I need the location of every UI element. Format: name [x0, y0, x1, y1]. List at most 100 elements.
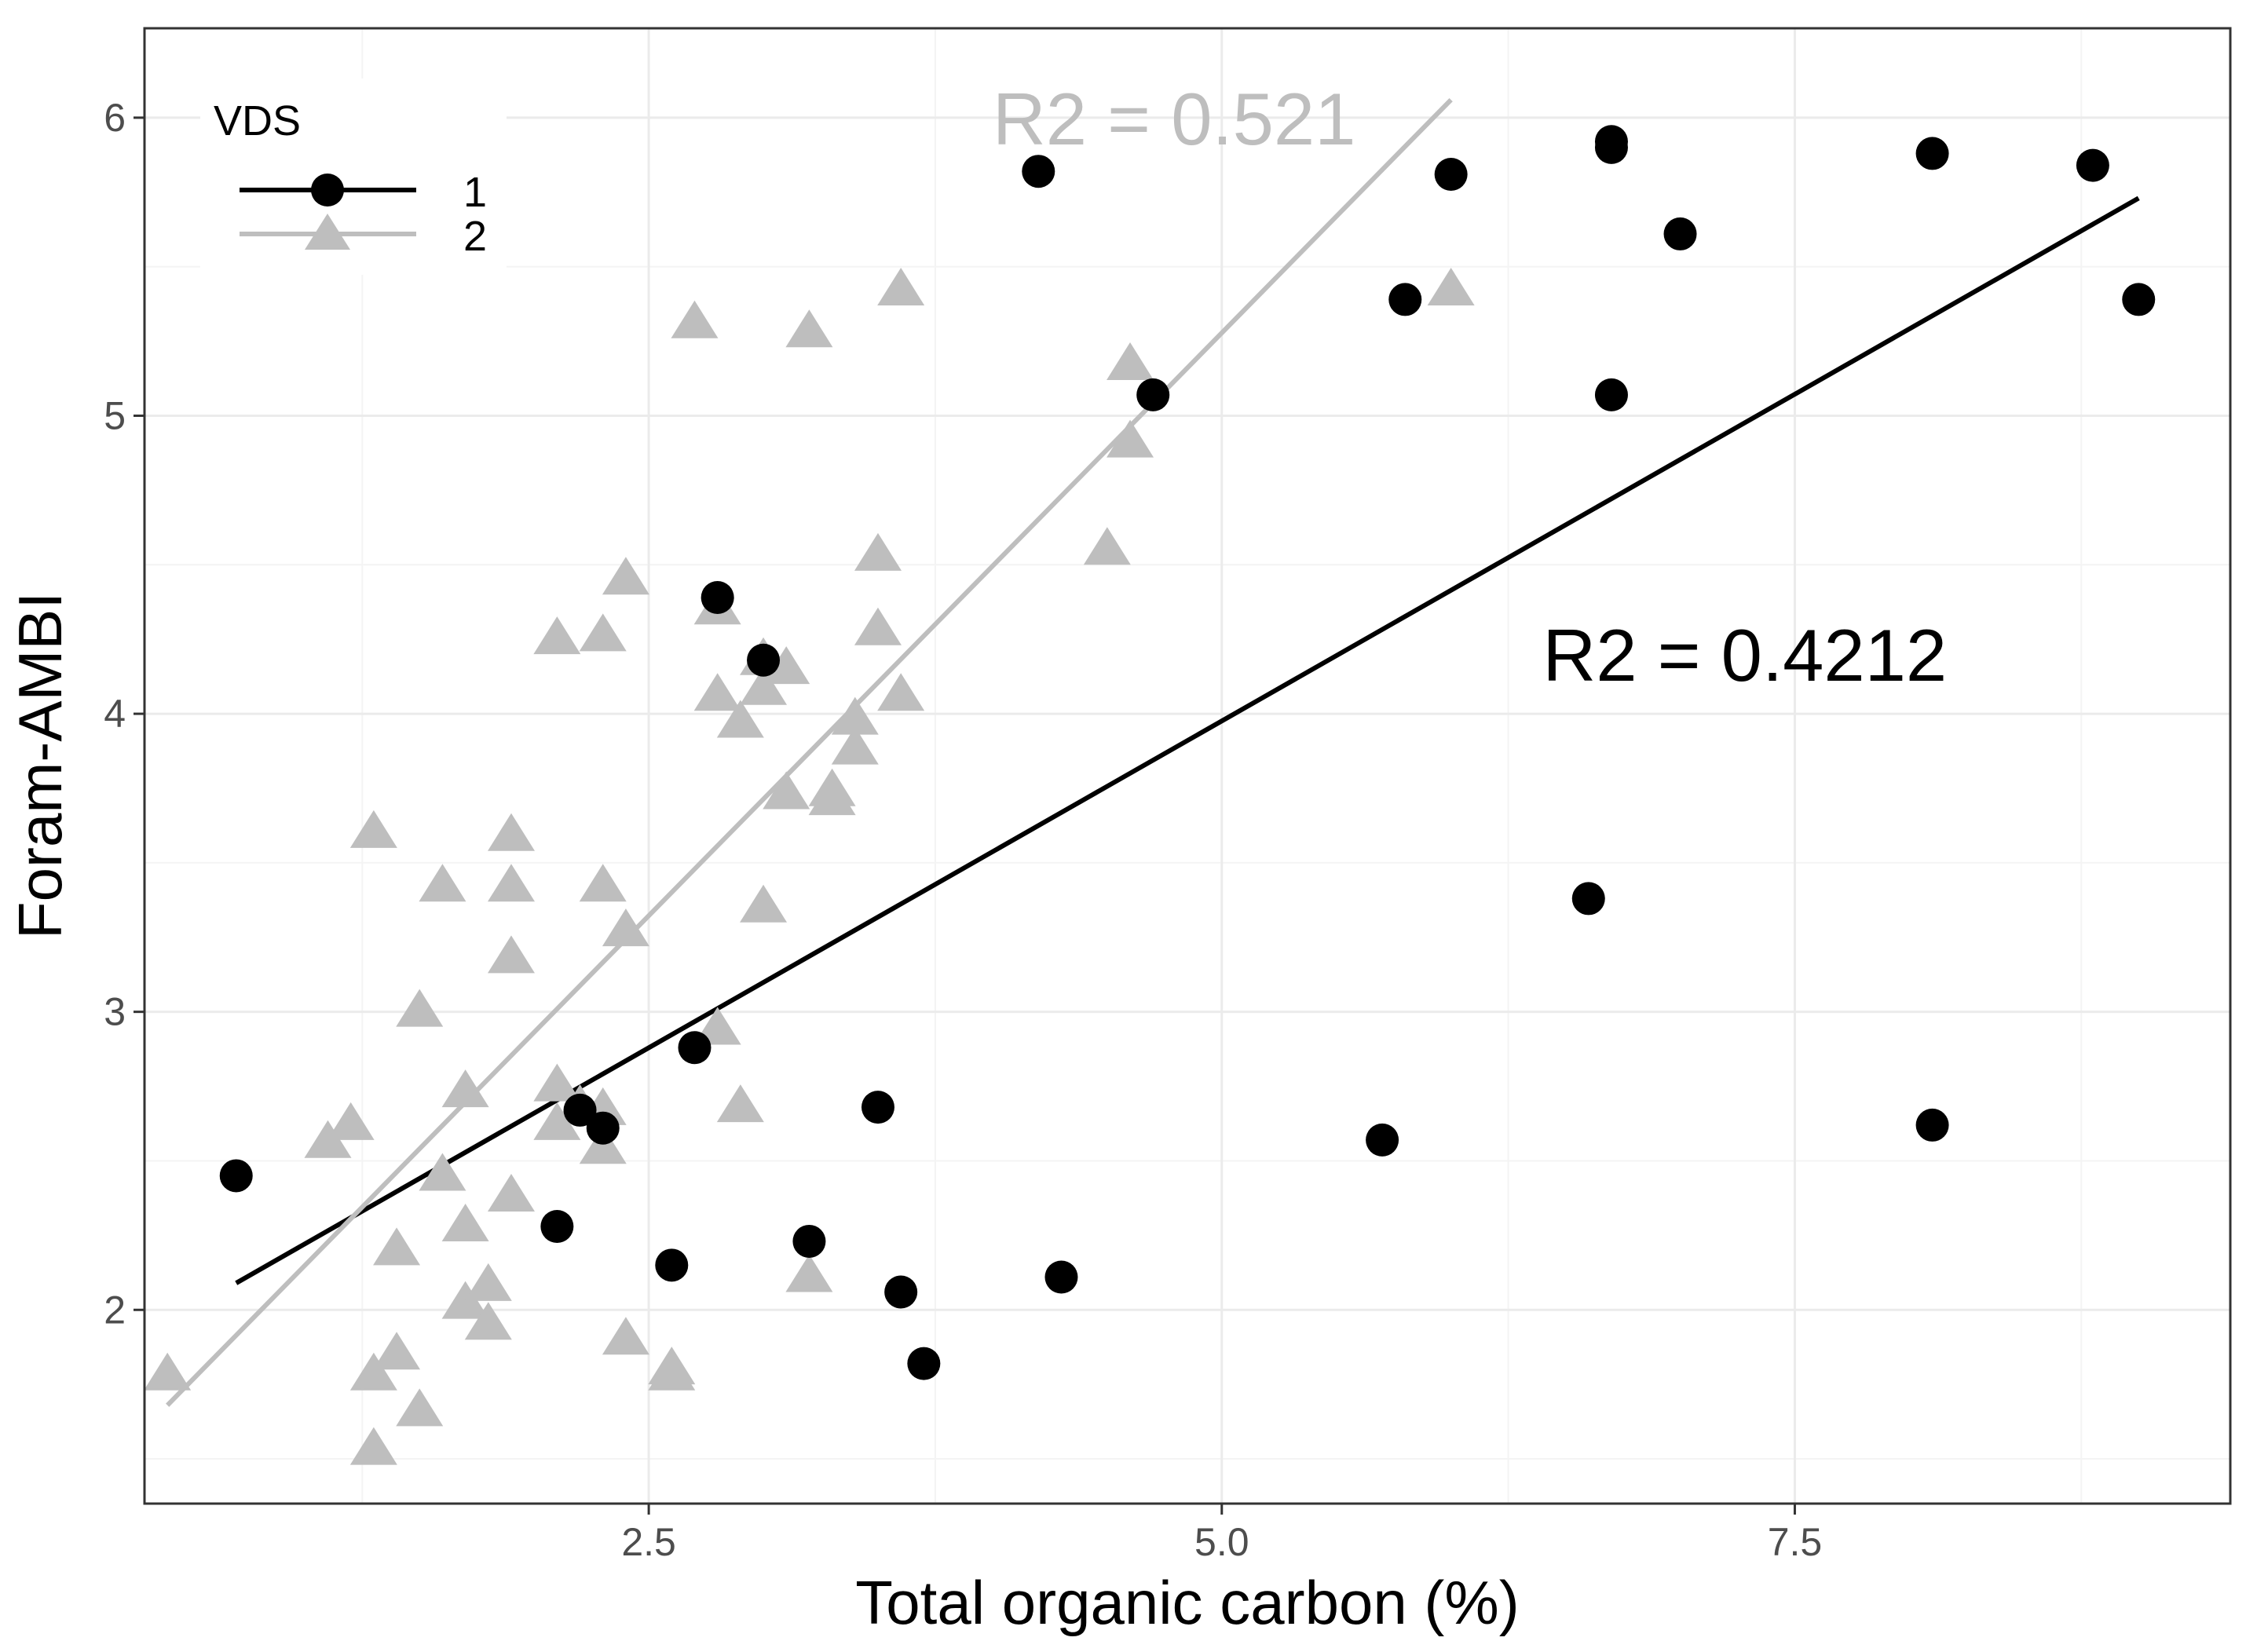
- data-point-series-2: [785, 309, 833, 348]
- plot-panel-border: [143, 27, 2232, 1505]
- x-tick-label: 5.0: [1194, 1520, 1249, 1564]
- data-point-series-2: [396, 1388, 444, 1427]
- data-point-series-1: [747, 643, 781, 677]
- axes: 2.5 5.0 7.5 2 3 4 5 6: [104, 96, 1822, 1564]
- data-point-series-2: [1427, 268, 1475, 306]
- legend-key-marker-2: [305, 214, 350, 250]
- data-point-series-2: [1083, 527, 1131, 565]
- data-point-series-2: [487, 1174, 535, 1212]
- fit-lines: [166, 97, 2140, 1407]
- data-point-series-2: [716, 700, 764, 738]
- data-point-series-2: [533, 1063, 581, 1102]
- data-point-series-2: [464, 1263, 512, 1301]
- data-point-series-2: [854, 607, 902, 645]
- legend-label-2: 2: [463, 213, 487, 260]
- data-point-series-2: [441, 1069, 489, 1108]
- data-point-series-2: [693, 1007, 741, 1045]
- data-point-series-2: [327, 1102, 375, 1140]
- data-point-series-2: [464, 1302, 512, 1340]
- data-point-series-2: [373, 1227, 421, 1266]
- data-point-series-2: [487, 813, 535, 851]
- x-tick-label: 2.5: [621, 1520, 676, 1564]
- y-tick-label: 5: [104, 393, 126, 437]
- data-point-series-2: [648, 1352, 696, 1391]
- data-point-series-2: [693, 673, 741, 711]
- data-point-series-1: [861, 1091, 894, 1124]
- data-point-series-2: [602, 557, 649, 595]
- data-point-series-1: [1571, 882, 1605, 916]
- legend-background: [200, 79, 507, 275]
- x-tick-label: 7.5: [1768, 1520, 1823, 1564]
- data-point-series-1: [219, 1159, 253, 1193]
- data-point-series-2: [349, 810, 397, 848]
- data-point-series-2: [877, 673, 925, 711]
- data-point-series-1: [1915, 137, 1949, 170]
- data-point-series-1: [1136, 378, 1170, 411]
- y-tick-label: 2: [104, 1288, 126, 1332]
- data-point-series-2: [808, 777, 856, 816]
- data-point-series-2: [763, 771, 810, 810]
- data-point-series-2: [1107, 419, 1154, 458]
- data-point-series-1: [1366, 1123, 1399, 1157]
- legend-title: VDS: [214, 97, 301, 144]
- data-point-series-1: [1434, 158, 1468, 192]
- data-point-series-1: [884, 1275, 918, 1309]
- data-point-series-2: [487, 864, 535, 902]
- data-point-series-1: [701, 581, 734, 615]
- data-point-series-1: [1915, 1108, 1949, 1142]
- data-point-series-2: [579, 613, 627, 652]
- data-point-series-2: [763, 646, 810, 685]
- fit-line-series-1: [235, 196, 2140, 1285]
- data-point-series-2: [785, 1254, 833, 1292]
- data-point-series-2: [602, 908, 649, 947]
- data-point-series-1: [1663, 217, 1697, 250]
- data-point-series-1: [563, 1093, 597, 1127]
- data-point-series-2: [373, 1332, 421, 1370]
- data-point-series-1: [678, 1031, 711, 1065]
- legend-label-1: 1: [463, 169, 487, 216]
- legend: VDS 1 2: [200, 79, 507, 275]
- data-point-series-1: [1388, 283, 1422, 316]
- r2-annotation-series-1: R2 = 0.4212: [1542, 614, 1947, 696]
- data-point-series-2: [533, 616, 581, 655]
- data-point-series-2: [144, 1352, 192, 1391]
- fit-line-series-2: [166, 97, 1453, 1407]
- fit-annotations: R2 = 0.4212 R2 = 0.521: [993, 78, 1947, 696]
- data-point-series-2: [854, 532, 902, 571]
- data-point-series-1: [540, 1209, 574, 1243]
- data-point-series-2: [396, 989, 444, 1027]
- y-tick-label: 3: [104, 990, 126, 1034]
- data-point-series-1: [1022, 155, 1055, 188]
- data-point-series-1: [1594, 378, 1628, 411]
- data-point-series-2: [349, 1427, 397, 1465]
- legend-key-marker-1: [311, 174, 344, 206]
- data-point-series-1: [907, 1347, 941, 1380]
- data-point-series-2: [579, 1126, 627, 1164]
- data-point-series-2: [671, 300, 719, 338]
- data-point-series-2: [831, 696, 879, 735]
- y-tick-label: 6: [104, 96, 126, 140]
- data-point-series-2: [419, 864, 466, 902]
- data-point-series-2: [1107, 342, 1154, 380]
- data-point-series-2: [487, 935, 535, 974]
- data-point-series-1: [2122, 283, 2156, 316]
- data-point-series-2: [877, 268, 925, 306]
- data-points: [144, 125, 2156, 1465]
- data-point-series-1: [586, 1111, 620, 1145]
- y-axis-title: Foram-AMBI: [5, 592, 75, 939]
- data-point-series-2: [579, 864, 627, 902]
- data-point-series-2: [831, 726, 879, 765]
- data-point-series-1: [1044, 1260, 1078, 1294]
- data-point-series-2: [441, 1203, 489, 1241]
- r2-annotation-series-2: R2 = 0.521: [993, 78, 1356, 160]
- x-axis-title: Total organic carbon (%): [855, 1568, 1519, 1637]
- data-point-series-2: [716, 1084, 764, 1123]
- data-point-series-1: [792, 1224, 826, 1258]
- data-point-series-1: [1594, 125, 1628, 159]
- data-point-series-2: [349, 1352, 397, 1391]
- data-point-series-1: [2076, 148, 2109, 182]
- data-point-series-2: [740, 884, 788, 923]
- y-tick-label: 4: [104, 692, 126, 736]
- data-point-series-2: [740, 667, 788, 705]
